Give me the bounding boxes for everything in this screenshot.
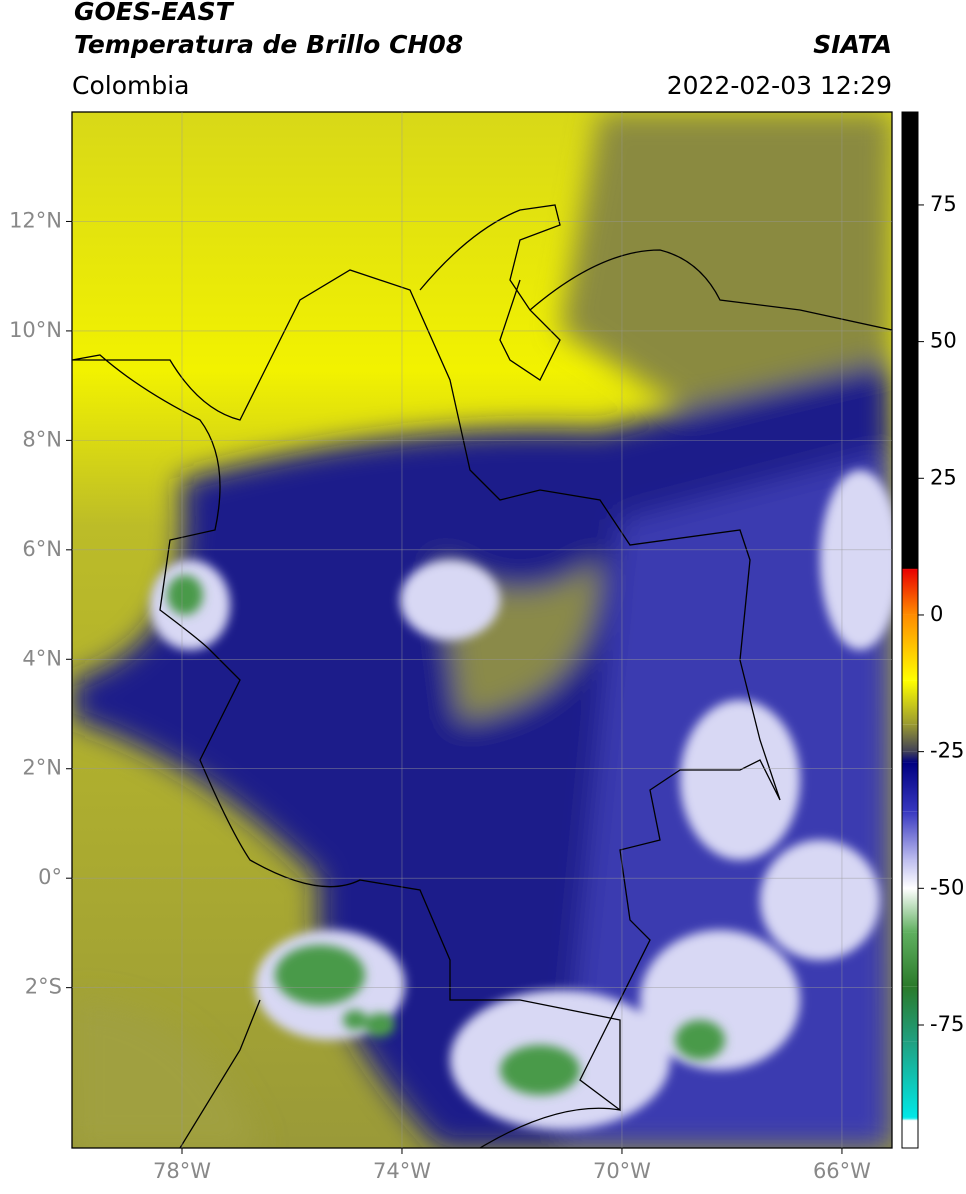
colorbar-segment bbox=[902, 1041, 918, 1118]
subtitle: Temperatura de Brillo CH08 bbox=[74, 30, 463, 59]
colorbar-segment bbox=[902, 680, 918, 725]
title: GOES-EAST bbox=[74, 0, 235, 26]
datetime: 2022-02-03 12:29 bbox=[667, 71, 892, 100]
colorbar-segment bbox=[902, 1117, 918, 1121]
colorbar-segment bbox=[902, 811, 918, 861]
colorbar-tick-label: 50 bbox=[930, 329, 957, 353]
colorbar-segment bbox=[902, 986, 918, 1042]
colorbar-frame bbox=[901, 111, 919, 1149]
colorbar-tick-label: -75 bbox=[930, 1012, 964, 1036]
colorbar-segment bbox=[902, 888, 918, 933]
satellite-image bbox=[72, 112, 892, 1148]
y-tick-label: 4°N bbox=[22, 646, 62, 670]
y-tick-label: 2°S bbox=[25, 975, 62, 999]
colorbar-segment bbox=[902, 724, 918, 752]
y-tick-label: 0° bbox=[38, 865, 62, 889]
colorbar-segment bbox=[902, 751, 918, 763]
y-tick-label: 2°N bbox=[22, 756, 62, 780]
x-tick-label: 70°W bbox=[593, 1159, 651, 1183]
x-tick-label: 78°W bbox=[153, 1159, 211, 1183]
y-tick-label: 6°N bbox=[22, 537, 62, 561]
colorbar-segment bbox=[902, 860, 918, 889]
x-tick-label: 74°W bbox=[373, 1159, 431, 1183]
colorbar-segment bbox=[902, 112, 918, 569]
colorbar-segment bbox=[902, 932, 918, 987]
colorbar-tick-label: 25 bbox=[930, 465, 957, 489]
colorbar-tick-label: -25 bbox=[930, 739, 964, 763]
y-tick-label: 10°N bbox=[9, 318, 62, 342]
colorbar-tick-label: -50 bbox=[930, 875, 964, 899]
y-tick-label: 8°N bbox=[22, 427, 62, 451]
x-tick-label: 66°W bbox=[813, 1159, 871, 1183]
region: Colombia bbox=[72, 71, 189, 100]
colorbar-segment bbox=[902, 568, 918, 570]
colorbar-tick-label: 75 bbox=[930, 192, 957, 216]
colorbar-segment bbox=[902, 569, 918, 615]
y-tick-label: 12°N bbox=[9, 208, 62, 232]
colorbar-tick-label: 0 bbox=[930, 602, 943, 626]
colorbar-segment bbox=[902, 614, 918, 681]
colorbar-segment bbox=[902, 1120, 918, 1148]
map-frame bbox=[71, 111, 893, 1149]
colorbar-segment bbox=[902, 762, 918, 812]
source: SIATA bbox=[813, 30, 892, 59]
